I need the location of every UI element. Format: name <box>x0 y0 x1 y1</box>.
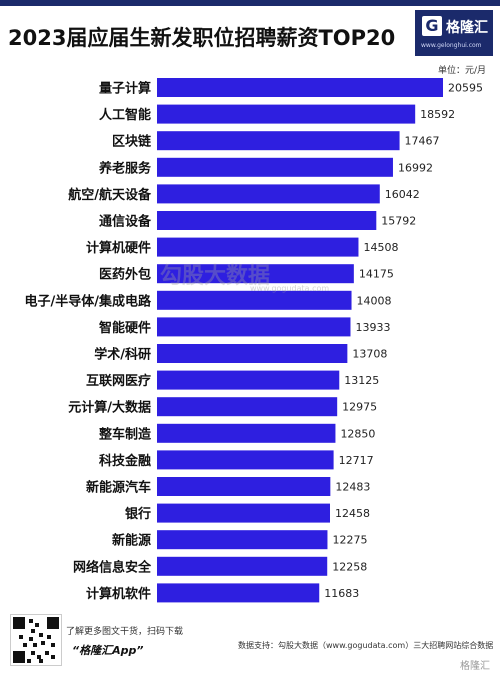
value-label: 12975 <box>342 401 377 414</box>
qr-dot <box>19 635 23 639</box>
qr-dot <box>47 635 51 639</box>
category-label: 元计算/大数据 <box>68 400 151 416</box>
logo-name: 格隆汇 <box>446 20 488 36</box>
footer <box>0 610 500 675</box>
logo-icon: G <box>422 16 442 36</box>
unit-label: 单位：元/月 <box>437 66 486 76</box>
bar-1 <box>157 78 443 97</box>
qr-finder <box>13 617 25 629</box>
watermark-url: www.gogudata.com <box>250 284 330 293</box>
qr-dot <box>29 619 33 623</box>
chart-title: 2023届应届生新发职位招聘薪资TOP20 <box>8 26 396 50</box>
value-label: 14175 <box>359 268 394 281</box>
bar-18 <box>157 530 328 550</box>
bar-8 <box>157 264 354 284</box>
value-label: 12275 <box>332 534 367 547</box>
qr-dot <box>51 643 55 647</box>
value-label: 16042 <box>385 188 420 201</box>
qr-dot <box>31 651 35 655</box>
bar-7 <box>157 237 359 257</box>
category-label: 航空/航天设备 <box>68 187 152 203</box>
qr-dot <box>29 637 33 641</box>
watermark-text: 勾股大数据 <box>160 264 271 289</box>
category-label: 养老服务 <box>98 160 152 176</box>
value-label: 13933 <box>355 321 390 334</box>
qr-dot <box>37 655 41 659</box>
category-label: 科技金融 <box>99 453 151 469</box>
value-label: 12258 <box>332 560 367 573</box>
category-label: 量子计算 <box>99 81 151 97</box>
value-label: 16992 <box>398 161 433 174</box>
bar-14 <box>157 423 336 443</box>
promo-line-2: “格隆汇App” <box>72 644 144 657</box>
bar-17 <box>157 503 331 523</box>
category-label: 互联网医疗 <box>86 373 151 389</box>
category-label: 计算机软件 <box>86 586 151 602</box>
value-label: 14508 <box>363 241 398 254</box>
qr-dot <box>27 659 31 663</box>
qr-dot <box>39 659 43 663</box>
category-label: 智能硬件 <box>99 320 151 336</box>
qr-dot <box>39 633 43 637</box>
bar-19 <box>157 556 328 576</box>
category-label: 新能源汽车 <box>86 480 151 496</box>
footer-logo: 格隆汇 <box>460 661 490 672</box>
qr-dot <box>45 651 49 655</box>
qr-code-icon[interactable] <box>10 614 62 666</box>
qr-dot <box>41 641 45 645</box>
value-label: 17467 <box>405 135 440 148</box>
bar-10 <box>157 317 351 337</box>
category-label: 新能源 <box>112 533 151 549</box>
bar-16 <box>157 477 331 496</box>
category-label: 电子/半导体/集成电路 <box>25 293 152 309</box>
category-label: 人工智能 <box>99 107 151 123</box>
category-label: 通信设备 <box>99 214 152 230</box>
qr-dot <box>35 623 39 627</box>
bar-5 <box>157 184 380 204</box>
qr-dot <box>33 643 37 647</box>
bar-3 <box>157 131 400 151</box>
value-label: 13125 <box>344 374 379 387</box>
brand-logo[interactable]: G 格隆汇 www.gelonghui.com <box>415 10 493 56</box>
category-label: 学术/科研 <box>94 347 151 363</box>
category-label: 整车制造 <box>98 426 152 442</box>
bar-chart: 量子计算 20595 人工智能 18592 区块链 17467 养老服务 16992 航空/航天… <box>25 78 483 603</box>
bar-11 <box>157 344 348 363</box>
logo-url: www.gelonghui.com <box>421 42 482 49</box>
value-label: 20595 <box>448 82 483 95</box>
bar-15 <box>157 450 334 470</box>
category-label: 医药外包 <box>99 267 151 283</box>
bar-6 <box>157 211 377 230</box>
value-label: 15792 <box>381 215 416 228</box>
category-label: 银行 <box>125 506 151 522</box>
category-label: 计算机硬件 <box>86 240 151 256</box>
data-source: 数据支持：勾股大数据（www.gogudata.com）三大招聘网站综合数据 <box>238 641 494 650</box>
bar-4 <box>157 157 393 177</box>
bar-20 <box>157 583 320 603</box>
qr-dot <box>23 643 27 647</box>
value-label: 12483 <box>335 481 370 494</box>
value-label: 12717 <box>339 454 374 467</box>
value-label: 18592 <box>420 108 455 121</box>
value-label: 14008 <box>357 294 392 307</box>
value-label: 12850 <box>340 427 375 440</box>
value-label: 12458 <box>335 507 370 520</box>
value-label: 13708 <box>352 348 387 361</box>
bar-13 <box>157 397 338 417</box>
category-label: 网络信息安全 <box>73 559 152 575</box>
qr-finder <box>47 617 59 629</box>
qr-finder <box>13 651 25 663</box>
bar-9 <box>157 290 352 310</box>
qr-dot <box>51 655 55 659</box>
qr-dot <box>31 629 35 633</box>
value-label: 11683 <box>324 587 359 600</box>
top-accent-bar <box>0 0 500 6</box>
promo-line-1: 了解更多图文干货，扫码下载 <box>66 627 184 637</box>
bar-2 <box>157 104 416 124</box>
bar-12 <box>157 370 340 390</box>
category-label: 区块链 <box>112 134 152 150</box>
